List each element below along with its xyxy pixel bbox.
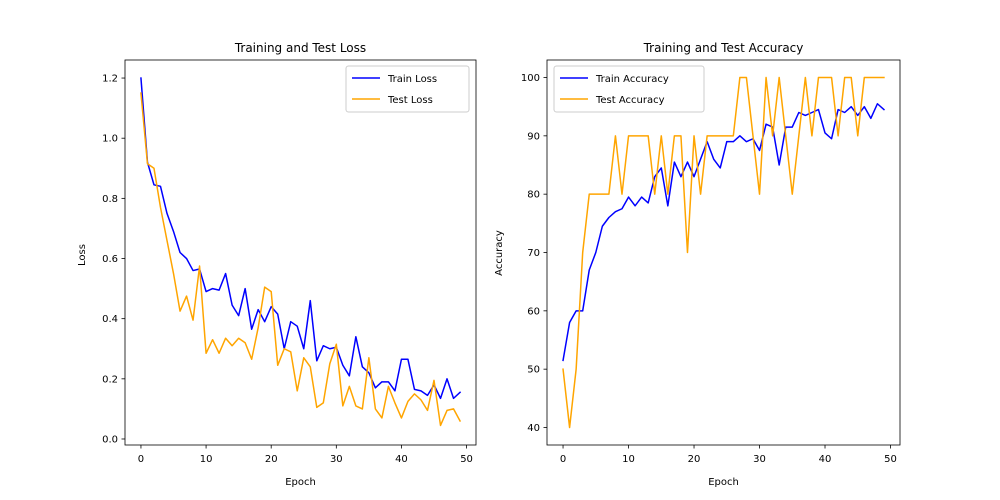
loss-y-tick-label-3: 0.6 [102, 254, 118, 265]
loss-x-tick-label-1: 10 [200, 454, 213, 465]
loss-series-line-0 [140, 77, 462, 400]
accuracy-x-axis-label: Epoch [708, 477, 739, 488]
loss-x-tick-label-5: 50 [460, 454, 473, 465]
accuracy-y-tick-label-5: 90 [527, 131, 540, 142]
accuracy-x-tick-label-3: 30 [753, 454, 766, 465]
accuracy-y-tick-label-4: 80 [527, 190, 540, 201]
accuracy-x-tick-label-4: 40 [819, 454, 832, 465]
loss-x-tick-label-3: 30 [330, 454, 343, 465]
loss-y-tick-label-0: 0.0 [102, 434, 118, 445]
loss-series-layer [140, 77, 462, 427]
accuracy-y-tick-label-1: 50 [527, 365, 540, 376]
loss-y-tick-label-5: 1.0 [102, 134, 118, 145]
accuracy-y-tick-label-2: 60 [527, 306, 540, 317]
loss-chart: Training and Test Loss Epoch Loss 0 10 20 3… [77, 41, 477, 488]
loss-y-tick-label-1: 0.2 [102, 374, 118, 385]
accuracy-chart-title: Training and Test Accuracy [643, 41, 804, 55]
loss-ticks-layer: 0 10 20 30 40 50 0.0 0.2 0.4 0.6 0.8 1.0 1.2 [102, 74, 473, 465]
accuracy-legend-label-0: Train Accuracy [595, 74, 669, 85]
accuracy-y-tick-label-0: 40 [527, 423, 540, 434]
loss-y-tick-label-6: 1.2 [102, 74, 118, 85]
loss-x-tick-label-0: 0 [138, 454, 144, 465]
loss-chart-title: Training and Test Loss [234, 41, 366, 55]
accuracy-legend: Train Accuracy Test Accuracy [553, 65, 705, 113]
accuracy-series-layer [562, 76, 886, 429]
loss-y-tick-label-4: 0.8 [102, 194, 118, 205]
accuracy-y-tick-label-3: 70 [527, 248, 540, 259]
loss-legend-label-0: Train Loss [387, 74, 437, 85]
loss-series-line-1 [140, 92, 462, 427]
loss-plot-frame [124, 59, 477, 446]
loss-legend-label-1: Test Loss [387, 95, 433, 106]
accuracy-plot-frame [546, 59, 901, 446]
loss-x-tick-label-4: 40 [395, 454, 408, 465]
accuracy-y-tick-label-6: 100 [521, 73, 540, 84]
accuracy-x-tick-label-1: 10 [622, 454, 635, 465]
loss-y-tick-label-2: 0.4 [102, 314, 118, 325]
accuracy-x-tick-label-0: 0 [560, 454, 566, 465]
accuracy-chart: Training and Test Accuracy Epoch Accurac… [494, 41, 901, 488]
loss-legend: Train Loss Test Loss [345, 65, 470, 113]
accuracy-ticks-layer: 0 10 20 30 40 50 40 50 60 70 80 90 100 [521, 73, 897, 465]
accuracy-series-line-0 [562, 103, 886, 362]
accuracy-x-tick-label-5: 50 [884, 454, 897, 465]
loss-x-tick-label-2: 20 [265, 454, 278, 465]
accuracy-y-axis-label: Accuracy [494, 230, 505, 276]
accuracy-legend-box [553, 65, 705, 113]
accuracy-legend-label-1: Test Accuracy [595, 95, 665, 106]
loss-y-axis-label: Loss [77, 244, 88, 266]
accuracy-x-tick-label-2: 20 [688, 454, 701, 465]
accuracy-series-line-1 [562, 76, 885, 429]
loss-x-axis-label: Epoch [285, 477, 316, 488]
